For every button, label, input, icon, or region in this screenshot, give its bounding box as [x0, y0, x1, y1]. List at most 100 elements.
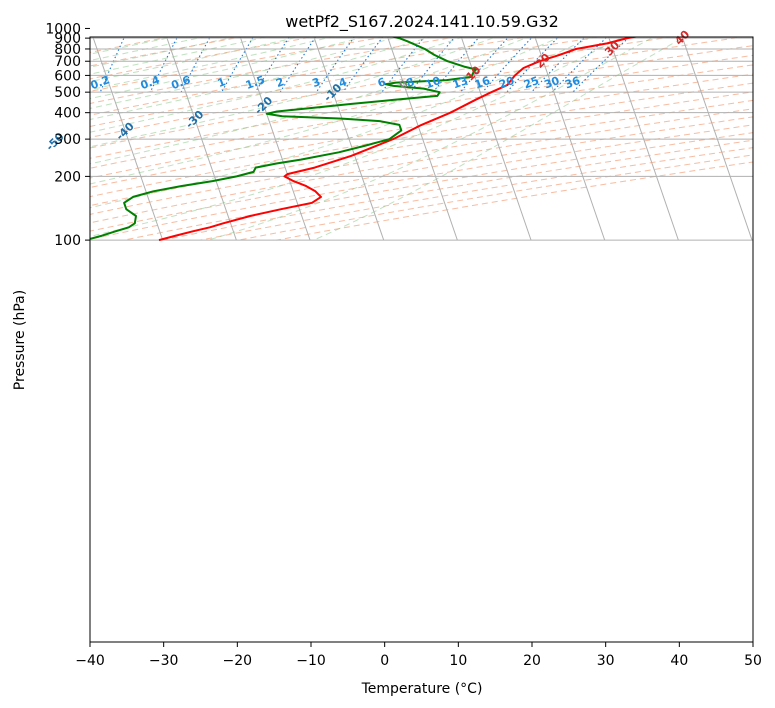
isotherm-line	[92, 37, 164, 241]
dry-adiabat-line	[90, 73, 753, 188]
y-tick-label: 600	[54, 68, 81, 84]
mixing-ratio-label: 0.2	[89, 73, 112, 92]
moist-adiabat-line	[90, 37, 237, 68]
x-axis-label: Temperature (°C)	[361, 681, 483, 697]
plot-frame	[89, 36, 754, 643]
x-tick-label: 40	[670, 653, 688, 669]
mixing-ratio-line	[221, 37, 254, 93]
mixing-ratio-line	[254, 37, 290, 93]
moist-adiabat-line	[90, 37, 206, 62]
dry-adiabat-line	[90, 37, 244, 67]
isotherm-line	[460, 37, 532, 241]
moist-adiabat-line	[90, 37, 432, 121]
profile-line	[90, 37, 478, 240]
isotherm-line	[608, 37, 679, 241]
isotherm-label: 40	[672, 28, 692, 48]
moist-adiabat-line	[90, 37, 399, 109]
dry-adiabat-line	[90, 37, 459, 105]
mixing-ratio-label: 1.5	[244, 73, 267, 92]
dry-adiabat-line	[162, 139, 753, 241]
dry-adiabat-line	[90, 45, 753, 159]
moist-adiabat-line	[90, 37, 176, 55]
pressure-grid	[90, 37, 753, 241]
mixing-ratio-label: 10	[424, 74, 443, 92]
mixing-ratio-line	[342, 37, 384, 93]
mixing-ratio-label: 1	[216, 75, 228, 90]
mixing-ratio-label: 0.4	[139, 73, 162, 92]
mixing-ratio-label: 3	[310, 75, 322, 90]
y-axis-label: Pressure (hPa)	[12, 290, 28, 390]
dry-adiabat-line	[90, 116, 753, 232]
mixing-ratio-label: 4	[337, 75, 349, 90]
dry-adiabat-line	[238, 154, 753, 241]
mixing-ratio-line	[506, 37, 560, 93]
y-tick-label: 400	[54, 106, 81, 122]
dry-adiabat-line	[90, 64, 753, 179]
y-tick-label: 1000	[45, 21, 81, 37]
mixing-ratio-label: 0.6	[170, 73, 193, 92]
chart-title: wetPf2_S167.2024.141.10.59.G32	[285, 12, 559, 32]
y-tick-label: 300	[54, 132, 81, 148]
moist-adiabat-line	[90, 37, 301, 83]
x-tick-label: −10	[296, 653, 326, 669]
moist-adiabat-line	[90, 37, 334, 91]
dry-adiabat-line	[90, 37, 747, 149]
dry-adiabat-line	[90, 37, 387, 92]
isotherm-line	[681, 37, 753, 241]
isotherm-label: 30	[602, 38, 622, 58]
x-tick-label: 10	[449, 653, 467, 669]
isotherm-line	[313, 37, 385, 241]
mixing-ratio-line	[315, 37, 355, 93]
moist-adiabat-line	[90, 37, 498, 148]
moist-adiabat-line	[207, 37, 655, 241]
mixing-ratio-line	[551, 37, 608, 93]
isotherm-line	[387, 37, 458, 241]
background-lines	[0, 24, 775, 241]
moist-adiabat-line	[313, 37, 686, 241]
mixing-ratio-label: 20	[497, 74, 516, 92]
x-tick-label: 0	[380, 653, 389, 669]
dry-adiabat-line	[90, 124, 753, 240]
x-tick-label: −30	[149, 653, 179, 669]
mixing-ratio-line	[409, 37, 456, 93]
y-tick-label: 800	[54, 42, 81, 58]
isotherm-line	[239, 37, 311, 241]
y-tick-label: 500	[54, 85, 81, 101]
mixing-ratio-label: 16	[473, 74, 492, 92]
mixing-ratio-label: 25	[522, 74, 541, 91]
dry-adiabat-line	[90, 99, 753, 215]
x-tick-label: 50	[744, 653, 762, 669]
y-tick-label: 900	[54, 31, 81, 47]
moist-adiabat-line	[90, 37, 530, 165]
profile-series	[90, 37, 640, 242]
moist-adiabat-line	[90, 37, 624, 237]
isotherm-line	[166, 37, 237, 241]
dry-adiabat-line	[276, 161, 753, 241]
y-tick-label: 700	[54, 54, 81, 70]
mixing-ratio-label: 6	[376, 75, 388, 90]
isotherm-label: -30	[183, 108, 206, 131]
moist-adiabat-line	[90, 37, 593, 209]
profile-line	[158, 37, 640, 242]
mixing-ratio-label: 8	[404, 75, 416, 90]
y-tick-label: 100	[54, 233, 81, 249]
dry-adiabat-line	[90, 108, 753, 224]
x-tick-label: 20	[523, 653, 541, 669]
x-tick-label: −40	[75, 653, 105, 669]
isotherm-line	[751, 24, 775, 240]
dry-adiabat-line	[90, 82, 753, 198]
x-axis-ticks: −40 −30 −20 −10 0 10 20 30 40 50	[75, 642, 762, 669]
dry-adiabat-line	[90, 37, 603, 127]
dry-adiabat-line	[90, 37, 172, 53]
mixing-ratio-label: 36	[563, 74, 582, 92]
mixing-ratio-label: 13	[451, 74, 470, 91]
x-tick-label: 30	[597, 653, 615, 669]
mixing-ratio-label: 2	[274, 75, 286, 90]
x-tick-label: −20	[223, 653, 253, 669]
mixing-ratio-label: 30	[542, 74, 561, 92]
isotherm-line	[0, 24, 15, 240]
y-tick-label: 200	[54, 169, 81, 185]
moist-adiabat-line	[90, 37, 562, 185]
